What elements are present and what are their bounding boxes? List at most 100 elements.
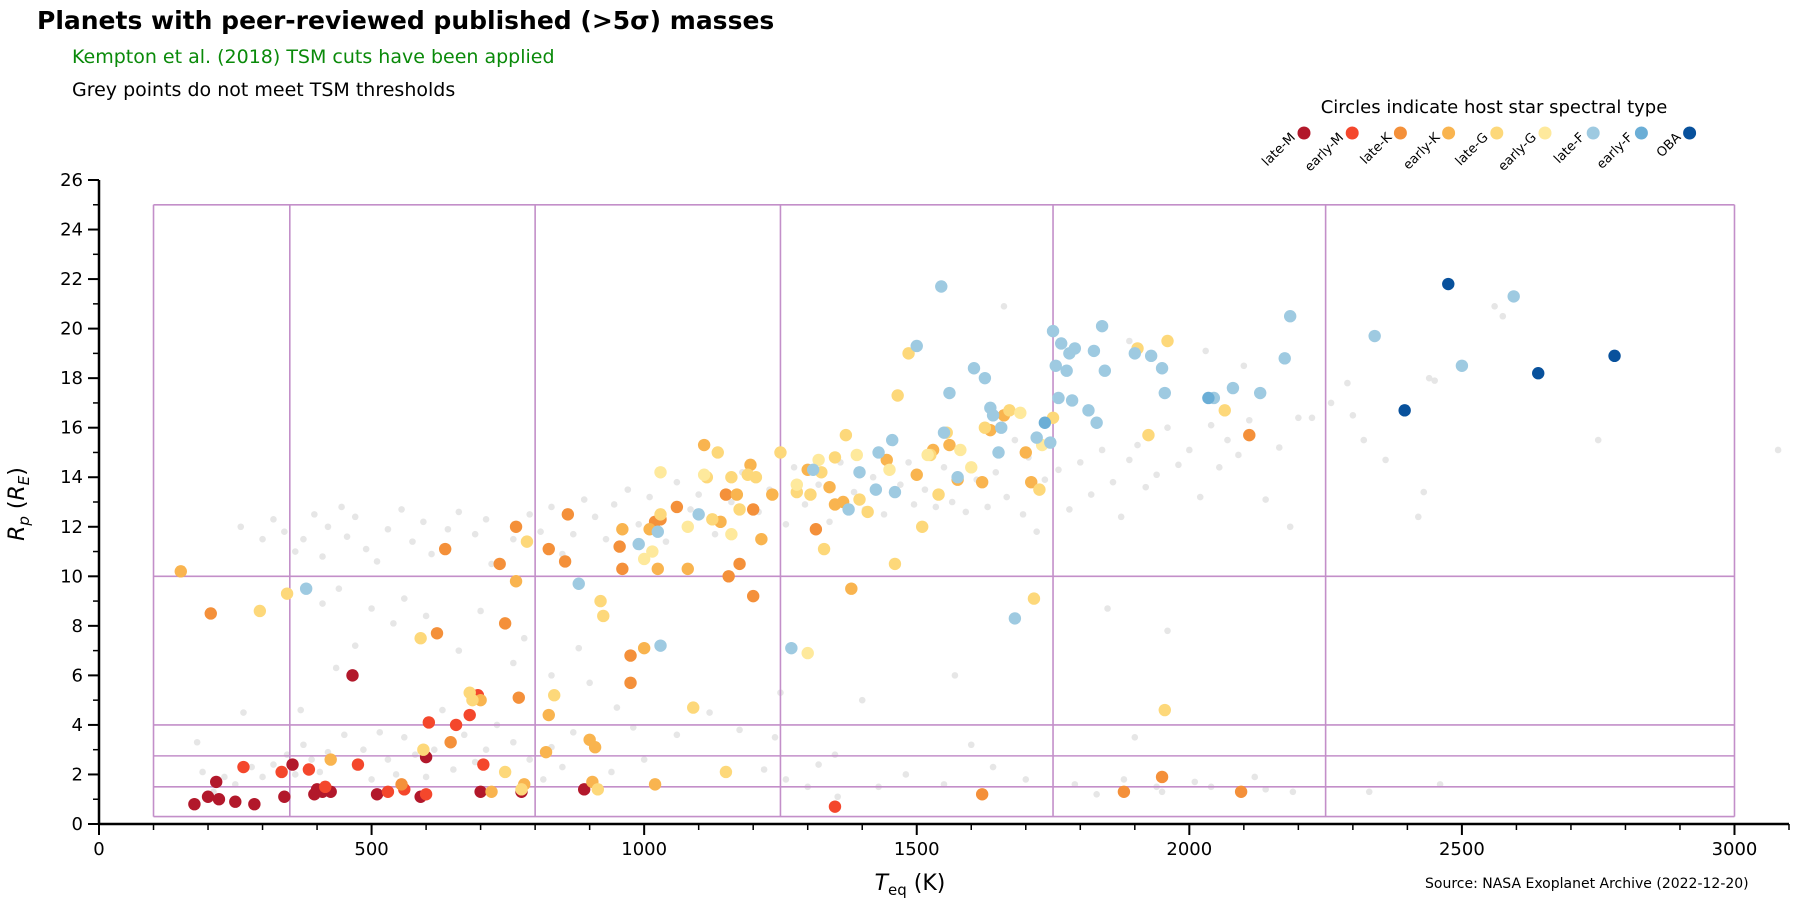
background-point [1235,451,1242,459]
background-point [291,771,299,778]
planet-point-early-k [648,778,662,791]
planet-point-late-g [706,513,719,526]
planet-point-late-g [1003,404,1016,417]
background-point [300,741,307,749]
background-point [815,761,822,768]
y-tick-label: 16 [60,418,83,439]
planet-point-late-g [280,587,294,600]
planet-point-late-k [624,676,637,690]
background-point [1245,416,1253,424]
background-point [455,508,463,516]
planet-point-late-f [1368,329,1381,343]
background-point [297,706,305,714]
planet-point-late-f [1044,436,1057,449]
background-point [673,478,681,486]
x-tick-label: 2500 [1439,839,1485,860]
planet-point-late-k [204,607,217,620]
background-point [1098,446,1106,454]
planet-point-early-k [174,565,187,578]
source-note: Source: NASA Exoplanet Archive (2022-12-… [1425,876,1749,892]
background-point [439,706,446,714]
background-point [1382,456,1389,464]
planet-point-early-m [237,760,250,774]
planet-point-late-g [687,701,700,714]
background-point [1071,781,1079,788]
background-point [1425,374,1433,382]
background-point [510,738,517,746]
planet-point-late-g [719,765,733,779]
planet-point-early-k [485,785,498,798]
background-point [1109,478,1117,486]
background-point [736,726,743,734]
planet-point-late-k [509,520,523,533]
planet-point-late-f [692,508,705,521]
background-point [335,585,343,592]
planet-point-late-f [806,463,820,476]
background-point [398,506,405,513]
background-point [624,486,632,493]
planet-point-late-k [616,562,629,576]
background-point [646,493,653,501]
planet-point-late-f [654,639,667,652]
planet-point-late-f [943,386,956,400]
background-point [1360,436,1368,444]
planet-point-early-g [954,443,967,457]
planet-point-late-g [978,421,992,434]
planet-point-oba [1532,367,1545,380]
background-point [1327,399,1335,407]
background-point [1000,303,1008,310]
background-point [332,664,340,672]
planet-point-late-g [888,557,902,571]
background-point [834,793,841,801]
planet-point-early-k [509,575,523,588]
chart-subtitle-tsm: Kempton et al. (2018) TSM cuts have been… [72,46,555,68]
planet-point-late-g [861,505,874,519]
background-point [1003,493,1010,501]
background-point [1131,734,1139,741]
background-point [455,647,463,654]
planet-point-late-f [1158,386,1171,400]
planet-point-late-k [561,508,575,521]
background-point [932,503,940,511]
background-point [1142,483,1150,491]
planet-point-late-k [498,617,512,630]
background-point [373,558,381,565]
background-point [270,761,277,768]
background-point [1055,466,1062,474]
background-point [510,659,517,667]
planet-point-late-f [1098,364,1112,377]
background-point [341,731,348,739]
background-point [390,620,397,627]
planet-point-early-m [381,785,395,798]
legend-marker [1538,126,1552,140]
background-point [610,501,618,508]
planet-point-late-g [891,389,904,402]
planet-point-early-g [646,545,659,558]
legend-marker [1634,126,1648,140]
background-point [1436,781,1444,788]
planet-point-early-m [419,788,433,801]
planet-point-early-m [422,716,436,729]
x-tick-label: 500 [354,839,388,860]
planet-point-late-f [1095,319,1109,333]
background-point [488,560,495,568]
planet-point-late-f [1455,359,1469,372]
background-point [1191,778,1199,786]
planet-point-late-f [299,582,313,595]
x-axis-label: Teq (K) [875,871,946,899]
background-point [537,528,544,536]
background-point [635,520,643,528]
planet-point-late-g [253,604,267,618]
background-point [989,763,997,771]
planet-point-late-k [542,542,555,556]
y-tick-label: 2 [72,764,83,785]
planet-point-late-f [1283,310,1297,323]
planet-point-early-m [828,800,842,813]
planet-point-late-k [746,503,760,516]
planet-point-late-m [188,797,201,811]
planet-point-late-k [1155,770,1169,784]
background-point [782,776,790,783]
background-point [629,724,637,731]
background-point [343,533,351,540]
background-point [1104,605,1111,612]
